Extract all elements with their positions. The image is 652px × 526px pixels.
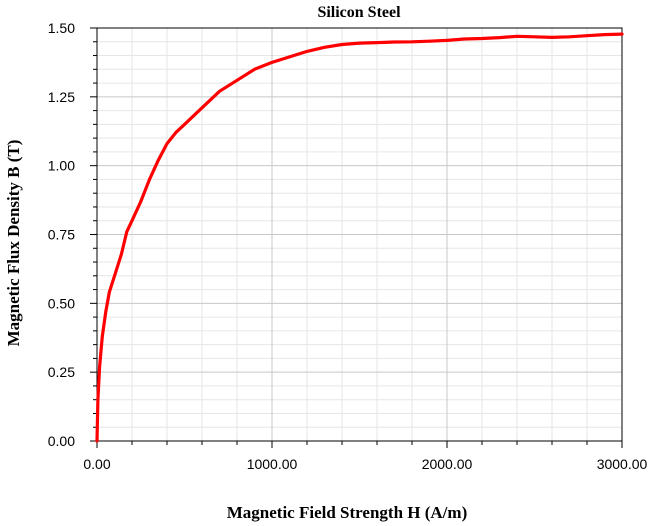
data-point — [148, 178, 151, 181]
data-point — [428, 39, 431, 43]
y-tick-label: 1.25 — [48, 89, 75, 105]
data-point — [120, 252, 123, 256]
y-tick-label: 1.50 — [48, 20, 75, 36]
data-point — [114, 268, 118, 272]
x-tick-label: 0.00 — [83, 456, 110, 472]
data-point — [288, 55, 291, 59]
y-tick-labels: 0.00 0.25 0.50 0.75 1.00 1.25 1.50 — [48, 20, 75, 449]
data-point — [498, 36, 501, 40]
data-point — [139, 200, 143, 203]
data-point — [585, 34, 589, 38]
data-point — [445, 38, 449, 42]
data-point — [270, 61, 274, 64]
data-point — [533, 35, 536, 39]
data-point — [107, 290, 111, 294]
x-tick-labels: 0.00 1000.00 2000.00 3000.00 — [83, 456, 647, 472]
major-grid — [96, 27, 623, 442]
data-point — [568, 35, 571, 39]
data-point — [104, 310, 108, 313]
data-point — [393, 40, 396, 44]
data-point — [183, 122, 186, 126]
data-point — [253, 67, 256, 71]
data-point — [218, 89, 221, 93]
data-point — [603, 33, 606, 37]
y-tick-label: 0.50 — [48, 295, 75, 311]
data-point — [156, 158, 160, 162]
data-point — [95, 439, 99, 443]
x-tick-label: 1000.00 — [247, 456, 298, 472]
data-point — [410, 40, 414, 44]
data-point — [174, 131, 178, 135]
data-point — [375, 41, 379, 44]
data-point — [323, 45, 326, 49]
data-point — [96, 398, 100, 402]
data-point — [480, 37, 484, 40]
data-point — [235, 78, 239, 82]
data-point — [98, 365, 102, 369]
data-point — [100, 334, 104, 338]
x-tick-label: 2000.00 — [422, 456, 473, 472]
data-point — [358, 41, 361, 45]
x-tick-label: 3000.00 — [597, 456, 648, 472]
data-point — [550, 35, 554, 39]
x-axis-title: Magnetic Field Strength H (A/m) — [227, 503, 467, 522]
axis-ticks — [90, 27, 623, 448]
series-layer — [95, 32, 624, 443]
data-point — [125, 230, 129, 234]
y-tick-label: 1.00 — [48, 158, 75, 174]
data-point — [463, 37, 466, 41]
data-point — [130, 219, 134, 223]
y-axis-title: Magnetic Flux Density B (T) — [4, 140, 23, 347]
data-point — [200, 106, 204, 110]
data-point — [515, 34, 519, 38]
y-tick-label: 0.25 — [48, 364, 75, 380]
y-tick-label: 0.75 — [48, 227, 75, 243]
data-point — [165, 142, 169, 146]
chart-title: Silicon Steel — [317, 4, 401, 21]
data-point — [305, 50, 309, 53]
data-point — [620, 32, 624, 36]
series-line-0 — [95, 32, 624, 443]
y-tick-label: 0.00 — [48, 433, 75, 449]
data-point — [111, 279, 115, 283]
data-point — [340, 43, 344, 46]
